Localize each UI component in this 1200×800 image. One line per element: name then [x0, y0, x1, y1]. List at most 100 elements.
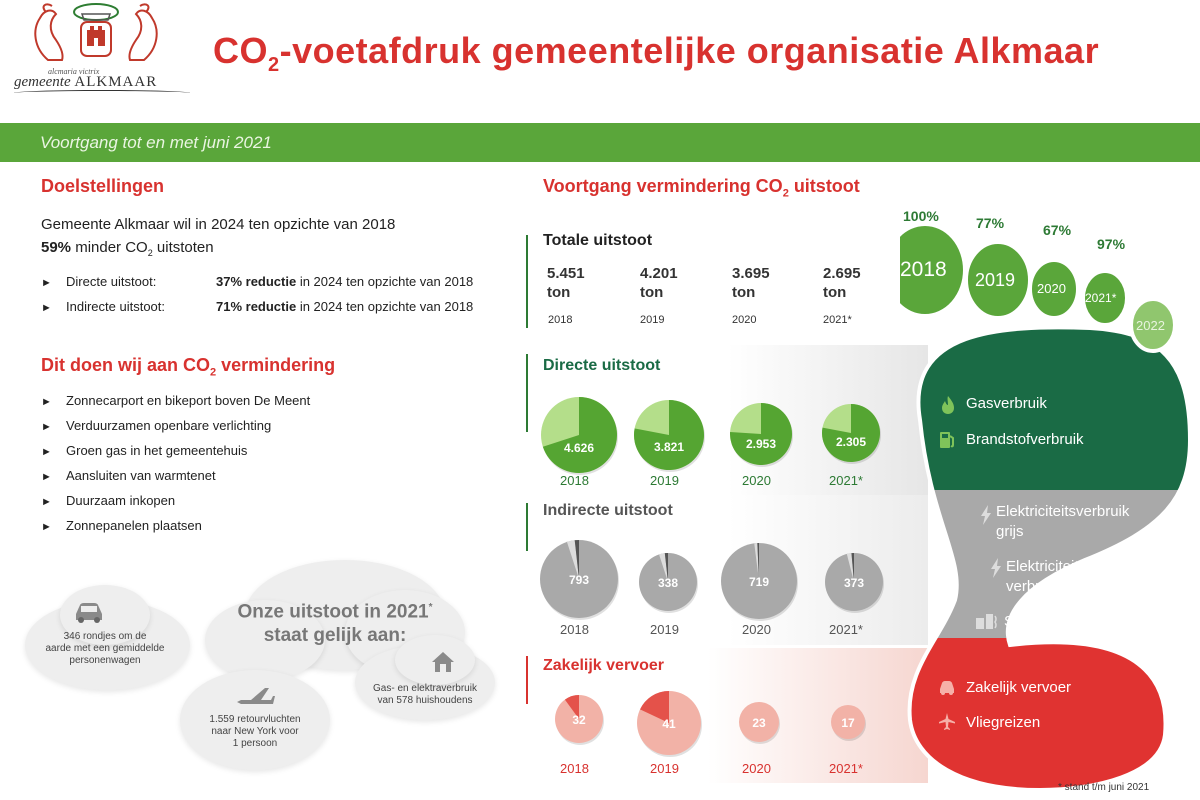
pie-chart: 338	[639, 553, 698, 613]
pie-slice-light	[566, 540, 579, 579]
pie-direct-2020: 2.953	[727, 400, 795, 473]
toe-label-2018: 2018	[900, 258, 947, 281]
goal-indirect: ► Indirecte uitstoot: 71% reductie in 2024…	[41, 299, 474, 314]
pie-vervoer-2021: 17	[828, 702, 868, 747]
pie-chart: 2.953	[730, 403, 793, 467]
lightning-icon	[981, 505, 991, 525]
logo-wordmark: gemeente ALKMAAR	[14, 74, 158, 90]
pie-slice-main	[739, 702, 779, 742]
triangle-bullet-icon: ►	[41, 277, 52, 289]
pie-value-label: 3.821	[654, 440, 684, 454]
toe-label-2021: 2021*	[1085, 291, 1117, 305]
list-item: ► Aansluiten van warmtenet	[41, 468, 216, 483]
pie-year-label: 2018	[560, 761, 589, 776]
pie-value-label: 373	[844, 576, 864, 590]
pie-slice-dark	[757, 543, 759, 581]
cloud-house-text: Gas- en elektraverbruik van 578 huishoude…	[373, 683, 477, 706]
toe-label-2020: 2020	[1037, 281, 1066, 296]
pie-direct-2021: 2.305	[819, 401, 883, 470]
list-item: ► Groen gas in het gemeentehuis	[41, 443, 248, 458]
pie-direct-2018: 4.626	[538, 394, 620, 481]
car-icon	[940, 681, 954, 695]
fuel-pump-icon	[940, 432, 954, 448]
total-2021-value: 2.695 ton	[823, 265, 861, 301]
directe-heading: Directe uitstoot	[543, 357, 661, 374]
pie-chart: 719	[721, 543, 798, 621]
house-icon	[432, 652, 454, 672]
pie-chart: 17	[831, 705, 866, 741]
pie-year-label: 2021*	[829, 622, 863, 637]
pie-vervoer-2020: 23	[736, 699, 782, 750]
triangle-bullet-icon: ►	[41, 496, 52, 508]
list-item: ► Verduurzamen openbare verlichting	[41, 418, 272, 433]
toe-2020	[1028, 258, 1080, 320]
pie-year-label: 2019	[650, 622, 679, 637]
pie-year-label: 2019	[650, 473, 679, 488]
pie-vervoer-2018: 32	[552, 692, 606, 751]
gemeente-alkmaar-logo: alcmaria victrix gemeente ALKMAAR	[8, 0, 190, 100]
airplane-icon	[939, 713, 955, 730]
triangle-bullet-icon: ►	[41, 396, 52, 408]
pie-slice-accent	[640, 691, 669, 723]
list-item: ► Zonnepanelen plaatsen	[41, 518, 202, 533]
list-item: ► Duurzaam inkopen	[41, 493, 176, 508]
cloud-heading: Onze uitstoot in 2021* staat gelijk aan:	[237, 601, 433, 647]
cloud-shape	[180, 670, 330, 770]
divider-line	[526, 656, 528, 704]
logo-motto: alcmaria victrix	[48, 67, 100, 76]
triangle-bullet-icon: ►	[41, 471, 52, 483]
pie-value-label: 23	[752, 716, 766, 730]
toe-2021	[1081, 269, 1129, 327]
cloud-flight-text: 1.559 retourvluchten naar New York voor 1 …	[209, 714, 301, 749]
coat-of-arms-icon	[34, 3, 158, 61]
pie-year-label: 2020	[742, 622, 771, 637]
pie-slice-light	[659, 553, 668, 582]
triangle-bullet-icon: ►	[41, 302, 52, 314]
pie-slice-accent	[564, 695, 579, 719]
flame-icon	[942, 396, 954, 414]
divider-line	[526, 354, 528, 432]
triangle-bullet-icon: ►	[41, 521, 52, 533]
toe-2022	[1129, 297, 1177, 353]
pie-year-label: 2019	[650, 761, 679, 776]
pie-indirect-2018: 793	[537, 537, 621, 626]
pie-indirect-2019: 338	[636, 550, 700, 619]
pie-slice-dark	[574, 540, 579, 579]
label-elektriciteit-grijs: Elektriciteitsverbruik grijs	[996, 503, 1130, 540]
pie-value-label: 793	[569, 573, 589, 587]
pie-value-label: 719	[749, 575, 769, 589]
pie-slice-dark	[664, 553, 668, 582]
pie-indirect-2021: 373	[822, 550, 886, 619]
triangle-bullet-icon: ►	[41, 421, 52, 433]
total-2019-year: 2019	[640, 314, 665, 326]
total-2019-value: 4.201 ton	[640, 265, 678, 301]
pie-slice-light	[754, 543, 759, 581]
pie-value-label: 32	[572, 713, 586, 727]
label-stadswarmte: Stadswarmte	[1004, 613, 1092, 630]
indirecte-heading: Indirecte uitstoot	[543, 502, 673, 519]
total-2021-year: 2021*	[823, 314, 852, 326]
pie-indirect-2020: 719	[718, 540, 800, 627]
label-vliegreizen: Vliegreizen	[966, 714, 1041, 731]
pie-year-label: 2018	[560, 622, 589, 637]
pie-value-label: 4.626	[564, 441, 594, 455]
doelstellingen-heading: Doelstellingen	[41, 176, 165, 196]
pct-2020: 67%	[1043, 222, 1072, 238]
footprint-graphic	[900, 222, 1193, 793]
pie-chart: 793	[540, 540, 619, 620]
pie-year-label: 2020	[742, 761, 771, 776]
zakelijk-heading: Zakelijk vervoer	[543, 657, 664, 674]
pie-chart: 41	[637, 691, 702, 757]
list-item: ► Zonnecarport en bikeport boven De Meent	[41, 393, 311, 408]
lightning-icon	[991, 558, 1001, 578]
divider-line	[526, 235, 528, 328]
voortgang-heading: Voortgang vermindering CO2 uitstoot	[543, 176, 860, 200]
pie-year-label: 2018	[560, 473, 589, 488]
cloud-car-text: 346 rondjes om de aarde met een gemiddeld…	[45, 631, 165, 666]
pie-slice-main	[730, 403, 792, 465]
district-heating-icon	[976, 614, 997, 629]
pie-chart: 2.305	[822, 404, 881, 464]
pie-slice-light	[846, 553, 854, 582]
footnote: * stand t/m juni 2021	[1058, 782, 1150, 793]
foot-green-zone	[909, 327, 1190, 490]
